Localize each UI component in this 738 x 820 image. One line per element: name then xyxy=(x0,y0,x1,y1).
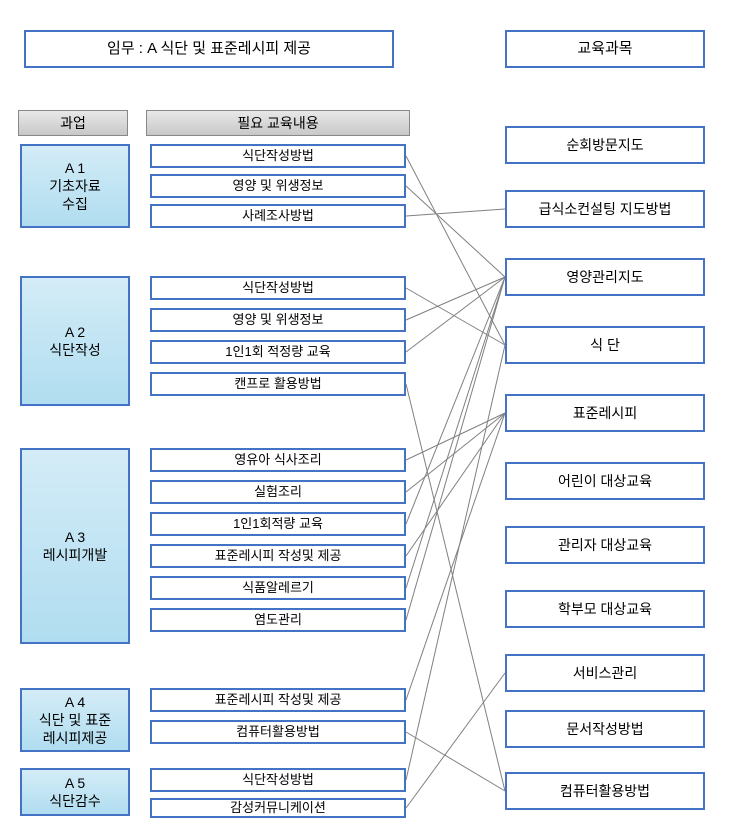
connector-line xyxy=(406,673,505,808)
subject-label: 관리자 대상교육 xyxy=(558,536,652,554)
header-mission-label: 임무 : A 식단 및 표준레시피 제공 xyxy=(107,39,311,59)
connector-line xyxy=(406,186,505,277)
task-box: A 2 식단작성 xyxy=(20,276,130,406)
need-box: 식단작성방법 xyxy=(150,144,406,168)
need-box: 1인1회 적정량 교육 xyxy=(150,340,406,364)
connector-line xyxy=(406,413,505,556)
need-box: 컴퓨터활용방법 xyxy=(150,720,406,744)
need-box: 캔프로 활용방법 xyxy=(150,372,406,396)
need-box: 감성커뮤니케이션 xyxy=(150,798,406,818)
need-label: 사례조사방법 xyxy=(242,208,314,225)
connector-line xyxy=(406,413,505,460)
need-label: 감성커뮤니케이션 xyxy=(230,800,326,817)
need-box: 실험조리 xyxy=(150,480,406,504)
task-box: A 5 식단감수 xyxy=(20,768,130,816)
task-box: A 4 식단 및 표준 레시피제공 xyxy=(20,688,130,752)
need-label: 1인1회적량 교육 xyxy=(233,516,323,533)
col-header-need: 필요 교육내용 xyxy=(146,110,410,136)
subject-box: 영양관리지도 xyxy=(505,258,705,296)
connector-line xyxy=(406,277,505,620)
col-header-need-label: 필요 교육내용 xyxy=(237,114,318,132)
need-label: 식단작성방법 xyxy=(242,772,314,789)
need-label: 식품알레르기 xyxy=(242,580,314,597)
need-box: 영양 및 위생정보 xyxy=(150,174,406,198)
connector-line xyxy=(406,277,505,320)
subject-box: 급식소컨설팅 지도방법 xyxy=(505,190,705,228)
subject-label: 영양관리지도 xyxy=(566,268,643,286)
need-box: 사례조사방법 xyxy=(150,204,406,228)
need-box: 식단작성방법 xyxy=(150,276,406,300)
need-label: 염도관리 xyxy=(254,612,302,629)
subject-box: 표준레시피 xyxy=(505,394,705,432)
connector-line xyxy=(406,384,505,791)
need-label: 실험조리 xyxy=(254,484,302,501)
need-box: 표준레시피 작성및 제공 xyxy=(150,544,406,568)
need-label: 1인1회 적정량 교육 xyxy=(225,344,330,361)
col-header-task-label: 과업 xyxy=(60,114,86,132)
col-header-task: 과업 xyxy=(18,110,128,136)
connector-line xyxy=(406,413,505,492)
connector-line xyxy=(406,413,505,700)
need-box: 식단작성방법 xyxy=(150,768,406,792)
task-label: A 2 식단작성 xyxy=(49,323,101,359)
subject-label: 표준레시피 xyxy=(573,404,637,422)
connector-line xyxy=(406,277,505,588)
need-label: 컴퓨터활용방법 xyxy=(236,724,320,741)
connector-line xyxy=(406,156,505,345)
subject-box: 문서작성방법 xyxy=(505,710,705,748)
subject-box: 컴퓨터활용방법 xyxy=(505,772,705,810)
task-box: A 1 기초자료 수집 xyxy=(20,144,130,228)
connector-line xyxy=(406,277,505,524)
need-label: 캔프로 활용방법 xyxy=(234,376,321,393)
need-box: 영양 및 위생정보 xyxy=(150,308,406,332)
need-label: 식단작성방법 xyxy=(242,148,314,165)
need-box: 표준레시피 작성및 제공 xyxy=(150,688,406,712)
subject-label: 급식소컨설팅 지도방법 xyxy=(539,200,672,218)
subject-label: 어린이 대상교육 xyxy=(558,472,652,490)
connector-line xyxy=(406,277,505,352)
task-label: A 5 식단감수 xyxy=(49,774,101,810)
subject-box: 서비스관리 xyxy=(505,654,705,692)
need-label: 표준레시피 작성및 제공 xyxy=(215,692,342,709)
subject-label: 순회방문지도 xyxy=(566,136,643,154)
subject-box: 식 단 xyxy=(505,326,705,364)
header-subjects: 교육과목 xyxy=(505,30,705,68)
subject-box: 어린이 대상교육 xyxy=(505,462,705,500)
need-label: 표준레시피 작성및 제공 xyxy=(215,548,342,565)
subject-box: 학부모 대상교육 xyxy=(505,590,705,628)
subject-box: 순회방문지도 xyxy=(505,126,705,164)
header-subjects-label: 교육과목 xyxy=(577,39,632,59)
connector-line xyxy=(406,345,505,780)
task-label: A 1 기초자료 수집 xyxy=(49,159,101,214)
need-label: 영양 및 위생정보 xyxy=(233,178,324,195)
subject-label: 학부모 대상교육 xyxy=(558,600,652,618)
subject-label: 컴퓨터활용방법 xyxy=(560,782,650,800)
task-label: A 4 식단 및 표준 레시피제공 xyxy=(39,693,111,748)
subject-label: 문서작성방법 xyxy=(566,720,643,738)
connector-line xyxy=(406,732,505,791)
subject-box: 관리자 대상교육 xyxy=(505,526,705,564)
need-box: 식품알레르기 xyxy=(150,576,406,600)
task-box: A 3 레시피개발 xyxy=(20,448,130,644)
need-box: 염도관리 xyxy=(150,608,406,632)
need-label: 영양 및 위생정보 xyxy=(233,312,324,329)
subject-label: 식 단 xyxy=(590,336,620,354)
connector-line xyxy=(406,288,505,345)
connector-line xyxy=(406,209,505,216)
need-label: 영유아 식사조리 xyxy=(234,452,321,469)
header-mission: 임무 : A 식단 및 표준레시피 제공 xyxy=(24,30,394,68)
need-box: 1인1회적량 교육 xyxy=(150,512,406,536)
subject-label: 서비스관리 xyxy=(573,664,637,682)
diagram-container: { "layout": { "width": 738, "height": 82… xyxy=(0,0,738,820)
task-label: A 3 레시피개발 xyxy=(43,528,107,564)
need-label: 식단작성방법 xyxy=(242,280,314,297)
need-box: 영유아 식사조리 xyxy=(150,448,406,472)
